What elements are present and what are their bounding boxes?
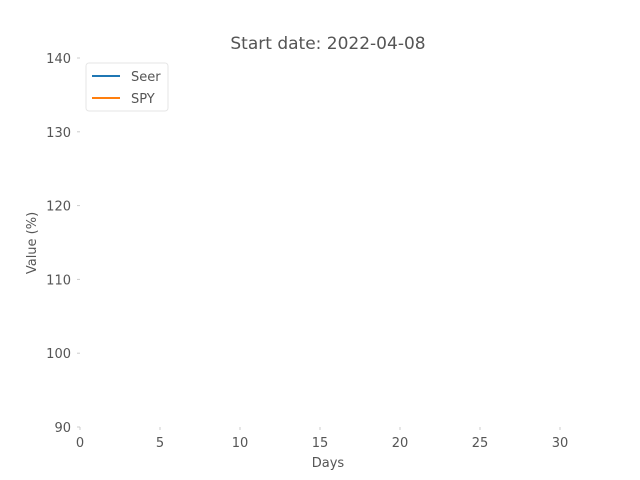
y-axis: 90 100 110 120 130 140: [46, 52, 80, 436]
legend-label-spy: SPY: [131, 92, 155, 107]
y-tick-label: 100: [46, 347, 71, 362]
y-tick-label: 110: [46, 273, 71, 288]
x-axis: 0 5 10 15 20 25 30: [76, 427, 568, 451]
legend-label-seer: Seer: [131, 70, 161, 85]
chart-title: Start date: 2022-04-08: [230, 34, 425, 54]
x-tick-label: 25: [472, 436, 489, 451]
x-axis-label: Days: [312, 456, 345, 471]
x-tick-label: 10: [232, 436, 249, 451]
x-tick-label: 0: [76, 436, 84, 451]
x-tick-label: 20: [392, 436, 409, 451]
y-tick-label: 90: [54, 421, 71, 436]
y-tick-label: 140: [46, 52, 71, 67]
x-tick-label: 15: [312, 436, 329, 451]
y-tick-label: 130: [46, 126, 71, 141]
x-tick-label: 30: [552, 436, 569, 451]
y-axis-label: Value (%): [25, 212, 40, 274]
legend: Seer SPY: [85, 62, 169, 112]
x-tick-label: 5: [156, 436, 164, 451]
y-tick-label: 120: [46, 200, 71, 215]
